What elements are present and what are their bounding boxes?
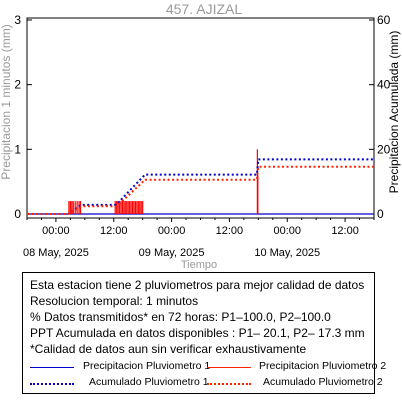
plot-frame (26, 17, 375, 219)
legend-label-precip-p1: Precipitacion Pluviometro 1 (83, 360, 211, 372)
legend-swatch-precip-p2 (207, 367, 251, 368)
info-box: Esta estacion tiene 2 pluviometros para … (22, 272, 386, 394)
info-line-accumulated: PPT Acumulada en datos disponibles : P1–… (30, 326, 365, 340)
y-tick-label-left: 3 (14, 13, 21, 27)
legend-swatch-accum-p1 (30, 383, 74, 385)
rainfall-chart: 457. AJIZAL Precipitacion 1 minutos (mm)… (0, 1, 401, 271)
x-date-label: 08 May, 2025 (23, 247, 89, 259)
y-tick-label-right: 20 (377, 142, 391, 156)
legend-label-accum-p1: Acumulado Pluviometro 1 (89, 376, 209, 388)
y-tick-label-right: 0 (377, 207, 384, 221)
x-tick-label: 12:00 (100, 225, 128, 237)
info-line-quality: *Calidad de datos aun sin verificar exha… (30, 342, 307, 356)
legend-swatch-accum-p2 (207, 383, 251, 385)
legend-label-precip-p2: Precipitacion Pluviometro 2 (259, 360, 387, 372)
legend-swatch-precip-p1 (30, 367, 74, 368)
x-tick-label: 00:00 (42, 225, 70, 237)
line-accum-p2 (27, 165, 374, 215)
x-tick-label: 00:00 (158, 225, 186, 237)
legend-label-accum-p2: Acumulado Pluviometro 2 (263, 376, 383, 388)
x-tick-label: 12:00 (216, 225, 244, 237)
y-tick-label-left: 0 (14, 207, 21, 221)
x-axis-label: Tiempo (181, 259, 217, 271)
x-tick-label: 00:00 (273, 225, 301, 237)
x-date-label: 10 May, 2025 (254, 247, 320, 259)
y-tick-label-left: 2 (14, 78, 21, 92)
y-tick-label-right: 40 (377, 78, 391, 92)
y-tick-label-right: 60 (377, 13, 391, 27)
x-tick-label: 12:00 (331, 225, 359, 237)
info-line-stations: Esta estacion tiene 2 pluviometros para … (30, 278, 365, 292)
info-line-transmitted: % Datos transmitidos* en 72 horas: P1–10… (30, 310, 331, 324)
chart-title: 457. AJIZAL (166, 1, 242, 17)
y-axis-label-right: Precipitacion Acumulada (mm) (387, 31, 401, 194)
y-axis-label-left: Precipitacion 1 minutos (mm) (0, 24, 13, 179)
y-tick-label-left: 1 (14, 142, 21, 156)
line-accum-p1 (27, 158, 374, 215)
x-date-label: 09 May, 2025 (139, 247, 205, 259)
info-line-resolution: Resolucion temporal: 1 minutos (30, 294, 199, 308)
